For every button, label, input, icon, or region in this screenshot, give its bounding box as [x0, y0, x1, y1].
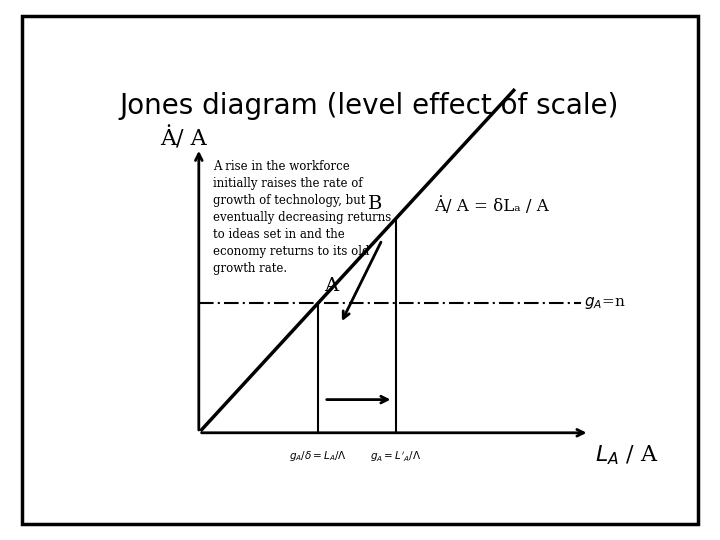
Text: B: B — [368, 195, 382, 213]
Text: $g_A/\delta = L_A / \Lambda$: $g_A/\delta = L_A / \Lambda$ — [289, 449, 347, 463]
Text: $g_A$=n: $g_A$=n — [584, 295, 626, 311]
Text: A rise in the workforce
initially raises the rate of
growth of technology, but
e: A rise in the workforce initially raises… — [213, 160, 391, 275]
Text: Jones diagram (level effect of scale): Jones diagram (level effect of scale) — [120, 92, 618, 120]
Text: Ȧ/ A = δLₐ / A: Ȧ/ A = δLₐ / A — [434, 197, 549, 215]
Text: A: A — [324, 278, 338, 295]
Text: $L_A$ / A: $L_A$ / A — [595, 443, 659, 467]
Text: $g_A = L'_A/\Lambda$: $g_A = L'_A/\Lambda$ — [371, 449, 422, 464]
Text: Ȧ/ A: Ȧ/ A — [160, 127, 207, 150]
